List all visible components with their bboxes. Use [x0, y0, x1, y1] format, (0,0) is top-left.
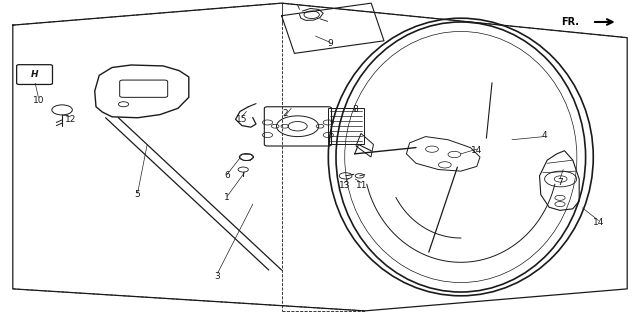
Text: H: H: [31, 70, 38, 79]
Text: 14: 14: [471, 146, 483, 155]
Text: 14: 14: [593, 219, 604, 227]
Text: 9: 9: [328, 40, 333, 48]
Text: 3: 3: [215, 272, 220, 281]
Text: 11: 11: [356, 181, 367, 190]
Text: 8: 8: [353, 106, 358, 114]
Text: 4: 4: [541, 131, 547, 139]
Text: 13: 13: [339, 181, 350, 190]
Text: 6: 6: [225, 171, 230, 180]
Text: 5: 5: [135, 190, 140, 199]
Text: 7: 7: [557, 178, 563, 187]
Text: 15: 15: [236, 115, 248, 124]
Text: 10: 10: [33, 96, 44, 105]
Text: FR.: FR.: [561, 17, 579, 27]
Text: 2: 2: [282, 109, 287, 117]
Text: 12: 12: [65, 115, 76, 124]
Text: 1: 1: [225, 193, 230, 202]
